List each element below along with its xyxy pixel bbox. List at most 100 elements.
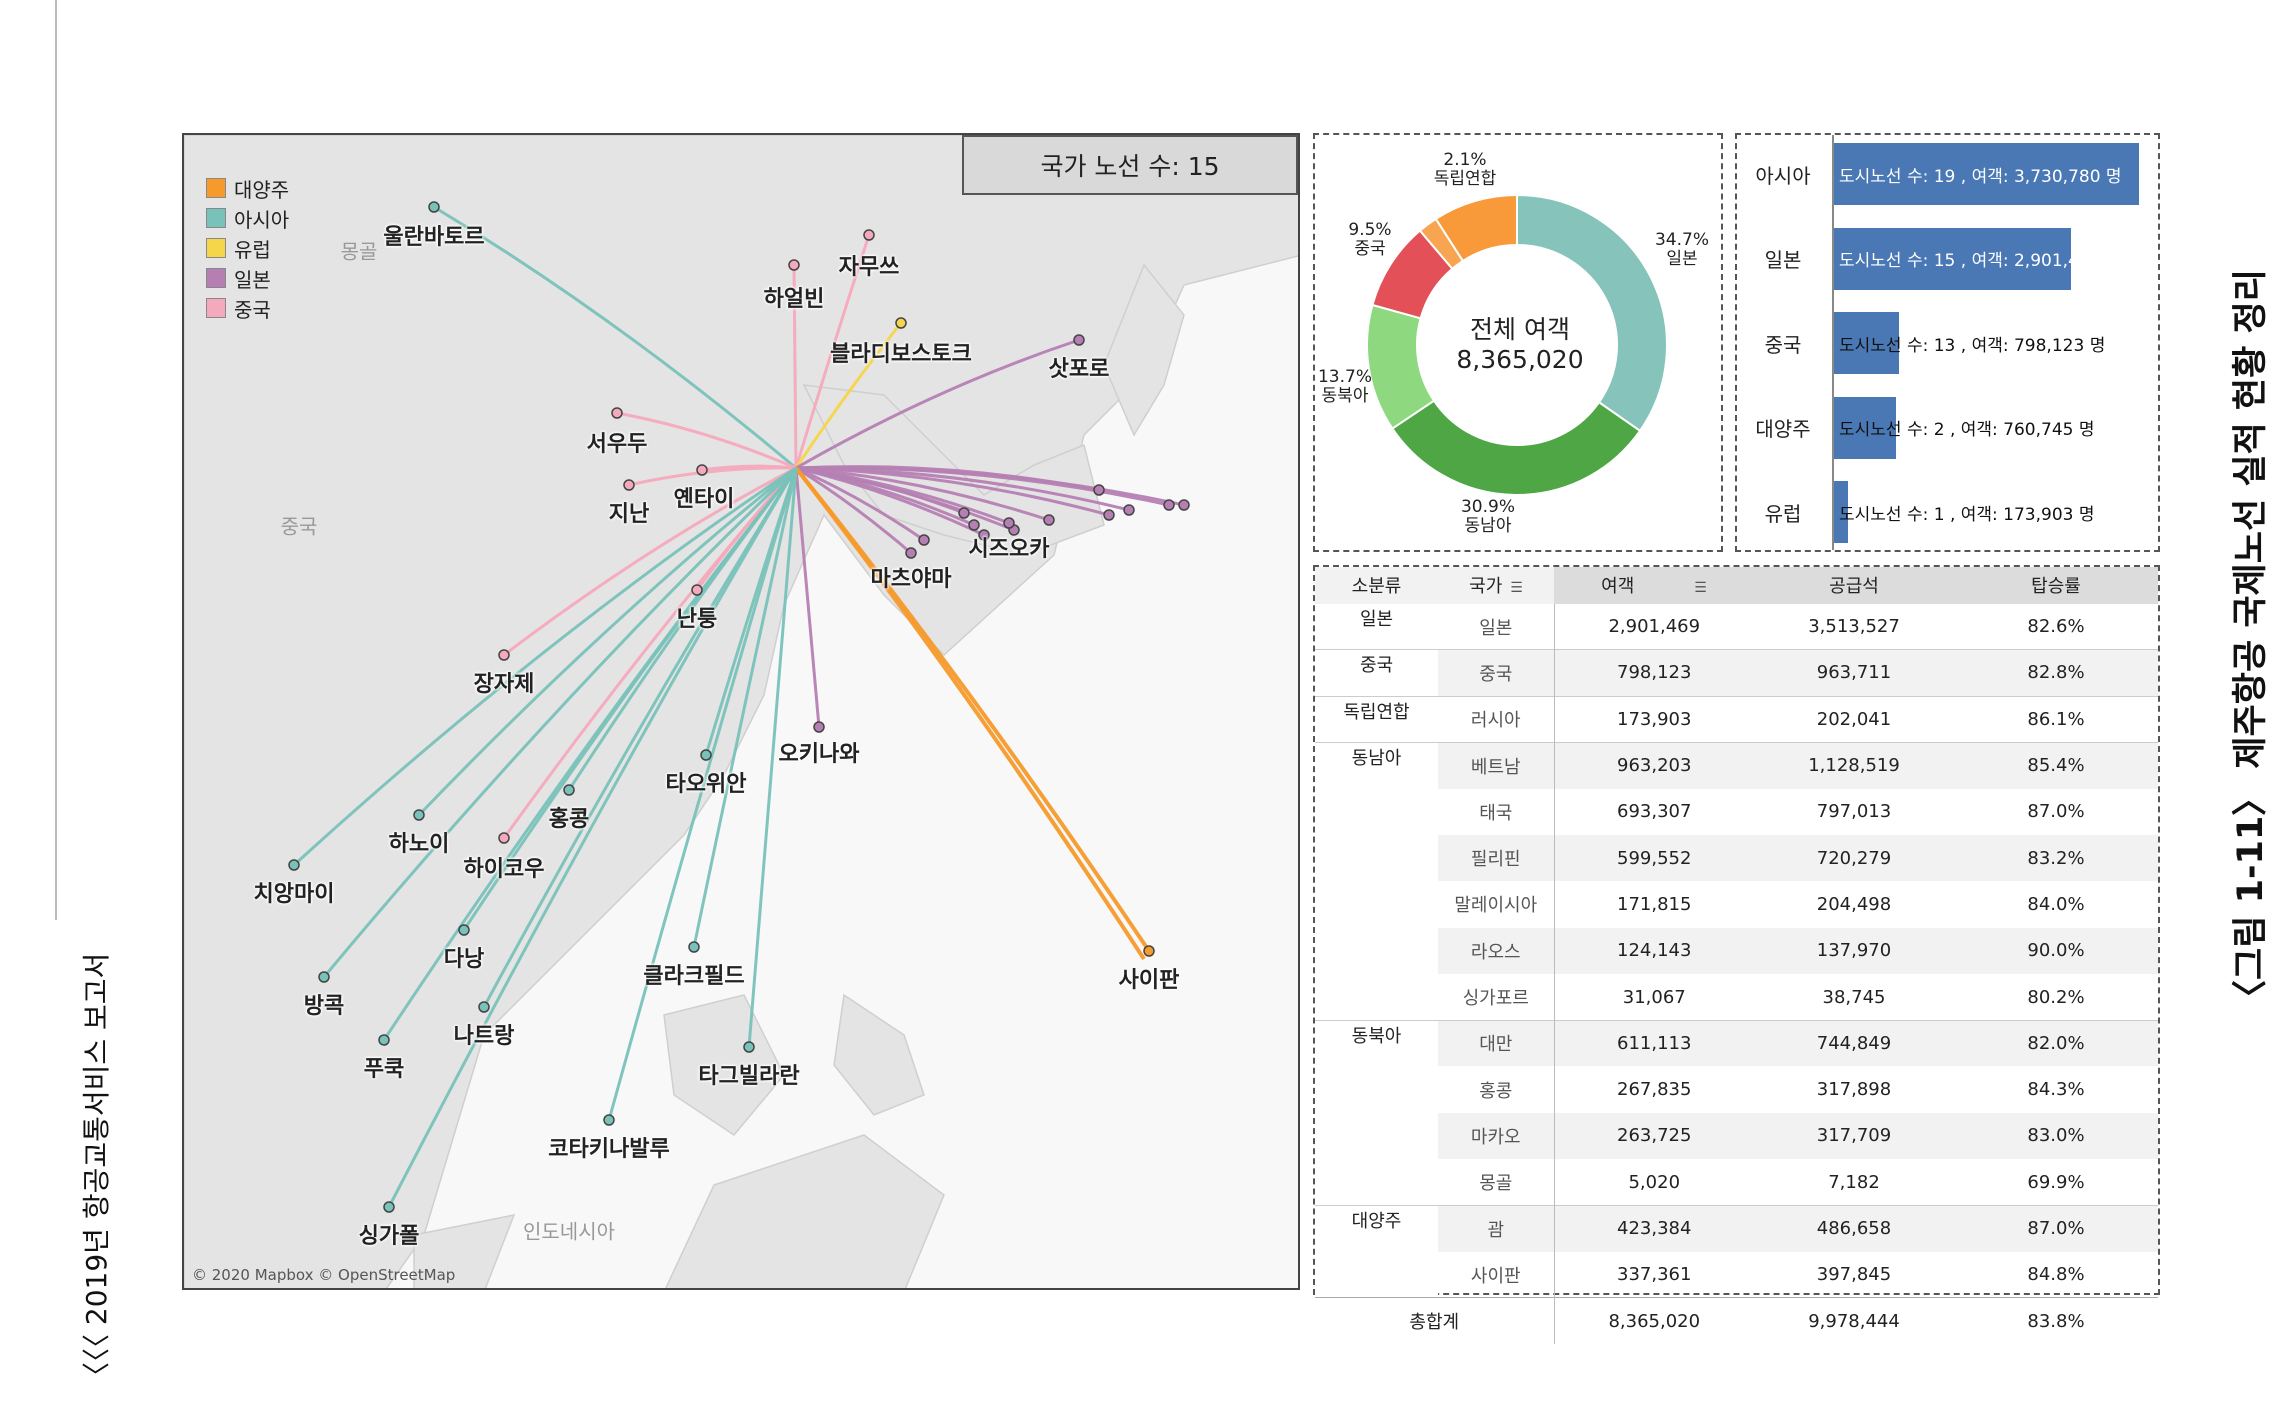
route-line[interactable] (607, 467, 798, 1121)
city-label[interactable]: 타그빌라란 (698, 1064, 800, 1089)
city-label[interactable]: 마츠야마 (870, 567, 952, 592)
city-label[interactable]: 장자제 (473, 672, 535, 697)
route-line[interactable] (794, 234, 871, 469)
city-label[interactable]: 방콕 (303, 994, 345, 1019)
route-line[interactable] (795, 466, 912, 555)
city-marker[interactable] (700, 749, 712, 761)
city-marker[interactable] (688, 941, 700, 953)
city-marker[interactable] (743, 1041, 755, 1053)
city-marker[interactable] (478, 1001, 490, 1013)
city-marker[interactable] (383, 1201, 395, 1213)
route-line[interactable] (794, 467, 821, 728)
city-label[interactable]: 자무쓰 (838, 255, 900, 280)
city-label[interactable]: 푸쿡 (363, 1057, 405, 1082)
city-label[interactable]: 코타키나발루 (548, 1137, 670, 1162)
city-marker[interactable] (918, 534, 930, 546)
route-line[interactable] (292, 466, 797, 867)
legend-item[interactable]: 일본 (206, 263, 289, 293)
city-marker[interactable] (498, 832, 510, 844)
city-marker[interactable] (905, 547, 917, 559)
table-row[interactable]: 필리핀 599,552 720,279 83.2% (1315, 834, 2158, 882)
table-row[interactable]: 일본 일본 2,901,469 3,513,527 82.6% (1315, 603, 2158, 650)
table-row[interactable]: 대양주 괌 423,384 486,658 87.0% (1315, 1204, 2158, 1252)
city-marker[interactable] (1003, 517, 1015, 529)
city-marker[interactable] (603, 1114, 615, 1126)
table-row[interactable]: 홍콩 267,835 317,898 84.3% (1315, 1066, 2158, 1113)
table-row[interactable]: 마카오 263,725 317,709 83.0% (1315, 1112, 2158, 1160)
col-header-passengers[interactable]: 여객 ☰ (1554, 567, 1754, 604)
city-label[interactable]: 타오위안 (665, 772, 747, 797)
city-marker[interactable] (1163, 499, 1175, 511)
city-marker[interactable] (696, 464, 708, 476)
city-marker[interactable] (1103, 509, 1115, 521)
city-label[interactable]: 하이코우 (463, 857, 545, 882)
col-header-country[interactable]: 국가 ☰ (1438, 567, 1554, 604)
legend-item[interactable]: 유럽 (206, 233, 289, 263)
table-row[interactable]: 사이판 337,361 397,845 84.8% (1315, 1251, 2158, 1298)
route-line[interactable] (503, 466, 797, 657)
route-line[interactable] (794, 466, 1146, 961)
route-line[interactable] (795, 338, 1080, 470)
sort-icon[interactable]: ☰ (1510, 580, 1523, 596)
city-marker[interactable] (895, 317, 907, 329)
route-line[interactable] (616, 411, 797, 470)
city-label[interactable]: 나트랑 (453, 1024, 515, 1049)
table-row[interactable]: 싱가포르 31,067 38,745 80.2% (1315, 973, 2158, 1021)
route-line[interactable] (792, 264, 798, 469)
route-line[interactable] (322, 466, 798, 978)
bar[interactable] (1834, 481, 1849, 543)
donut-segment[interactable] (1516, 193, 1668, 433)
city-marker[interactable] (863, 229, 875, 241)
route-line[interactable] (382, 467, 798, 1041)
city-label[interactable]: 다낭 (443, 947, 485, 972)
city-label[interactable]: 시즈오카 (968, 537, 1050, 562)
donut-segment[interactable] (1434, 193, 1518, 263)
route-line[interactable] (433, 205, 797, 470)
route-line[interactable] (795, 465, 1100, 492)
route-line[interactable] (795, 466, 1050, 522)
bar[interactable] (1834, 312, 1900, 374)
city-marker[interactable] (1143, 945, 1155, 957)
city-label[interactable]: 하노이 (388, 832, 450, 857)
bar-row[interactable]: 유럽 도시노선 수: 1 , 여객: 173,903 명 (1737, 481, 2158, 543)
bar[interactable] (1834, 227, 2072, 290)
city-marker[interactable] (378, 1034, 390, 1046)
city-marker[interactable] (288, 859, 300, 871)
legend-item[interactable]: 중국 (206, 293, 289, 323)
table-row[interactable]: 중국 중국 798,123 963,711 82.8% (1315, 649, 2158, 697)
col-header-seats[interactable]: 공급석 (1754, 567, 1954, 604)
table-row[interactable]: 몽골 5,020 7,182 69.9% (1315, 1159, 2158, 1206)
table-row[interactable]: 말레이시아 171,815 204,498 84.0% (1315, 881, 2158, 928)
route-line[interactable] (692, 467, 798, 948)
bar[interactable] (1834, 396, 1897, 459)
route-line[interactable] (795, 466, 1110, 517)
legend-item[interactable]: 대양주 (206, 173, 289, 203)
bar-row[interactable]: 중국 도시노선 수: 13 , 여객: 798,123 명 (1737, 312, 2158, 374)
table-row[interactable]: 동북아 대만 611,113 744,849 82.0% (1315, 1019, 2158, 1067)
city-marker[interactable] (458, 924, 470, 936)
route-line[interactable] (387, 467, 798, 1208)
city-marker[interactable] (788, 259, 800, 271)
city-label[interactable]: 사이판 (1118, 968, 1180, 993)
city-label[interactable]: 치앙마이 (253, 882, 335, 907)
city-marker[interactable] (691, 584, 703, 596)
city-marker[interactable] (1093, 484, 1105, 496)
bar-row[interactable]: 대양주 도시노선 수: 2 , 여객: 760,745 명 (1737, 396, 2158, 459)
route-line[interactable] (794, 322, 903, 469)
city-label[interactable]: 싱가폴 (358, 1224, 420, 1249)
city-label[interactable]: 블라디보스토크 (830, 342, 972, 367)
donut-chart[interactable] (1315, 135, 1721, 550)
city-label[interactable]: 난퉁 (676, 607, 718, 632)
route-line[interactable] (795, 466, 925, 542)
city-marker[interactable] (563, 784, 575, 796)
route-line[interactable] (628, 466, 797, 487)
city-label[interactable]: 오키나와 (778, 742, 860, 767)
city-label[interactable]: 홍콩 (548, 807, 590, 832)
col-header-load-factor[interactable]: 탑승률 (1954, 567, 2158, 604)
legend-item[interactable]: 아시아 (206, 203, 289, 233)
city-marker[interactable] (318, 971, 330, 983)
route-line[interactable] (795, 466, 1010, 525)
bar-row[interactable]: 일본 도시노선 수: 15 , 여객: 2,901,469 명 (1737, 227, 2158, 290)
col-header-subcategory[interactable]: 소분류 (1315, 567, 1438, 604)
route-line[interactable] (482, 467, 798, 1008)
